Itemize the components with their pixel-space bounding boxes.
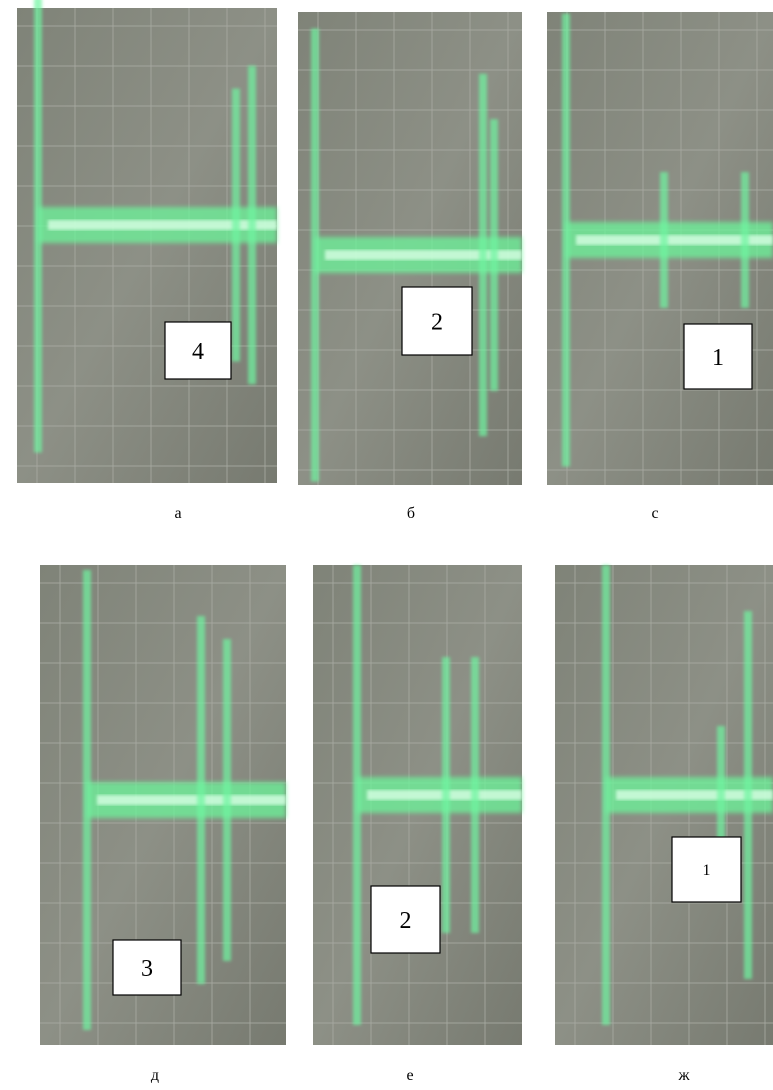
trace-core [325,250,522,260]
panel: 1с [547,12,773,522]
trace-spike [717,726,725,864]
panel-caption: с [651,505,658,522]
trace-core [616,790,773,800]
label-number: 1 [712,345,724,371]
panel-caption: ж [677,1067,690,1084]
label-number: 4 [192,339,204,365]
trace-spike [602,565,610,1025]
panel: 1ж [555,565,773,1084]
panel: 2б [298,12,522,522]
label-number: 2 [400,908,412,934]
trace-spike [562,13,570,467]
trace-spike [442,657,450,933]
label-box [671,836,742,903]
label-box [401,286,473,356]
label-box [683,323,753,390]
trace-spike [490,119,498,391]
panel-caption: д [151,1067,159,1084]
trace-spike [197,616,205,984]
trace-spike [353,565,361,1025]
panel-caption: б [407,505,415,522]
trace-spike [660,172,668,308]
label-box [112,939,182,996]
trace-spike [248,65,256,385]
trace-spike [744,611,752,979]
label-number: 2 [431,309,443,335]
panel: 4а [17,0,277,522]
panel-caption: е [406,1067,413,1084]
panel: 2е [313,565,522,1084]
trace-core [48,220,277,230]
label-box [370,885,441,954]
label-box [164,321,232,380]
trace-spike [471,657,479,933]
trace-core [97,795,286,805]
trace-spike [34,0,42,453]
label-number: 1 [703,862,711,879]
panel-caption: а [174,505,181,522]
trace-core [576,235,773,245]
label-number: 3 [141,956,153,982]
trace-spike [83,570,91,1030]
trace-spike [232,88,240,362]
trace-spike [479,73,487,437]
trace-spike [741,172,749,308]
trace-spike [311,28,319,482]
panel: 3д [40,565,286,1084]
trace-spike [223,639,231,961]
